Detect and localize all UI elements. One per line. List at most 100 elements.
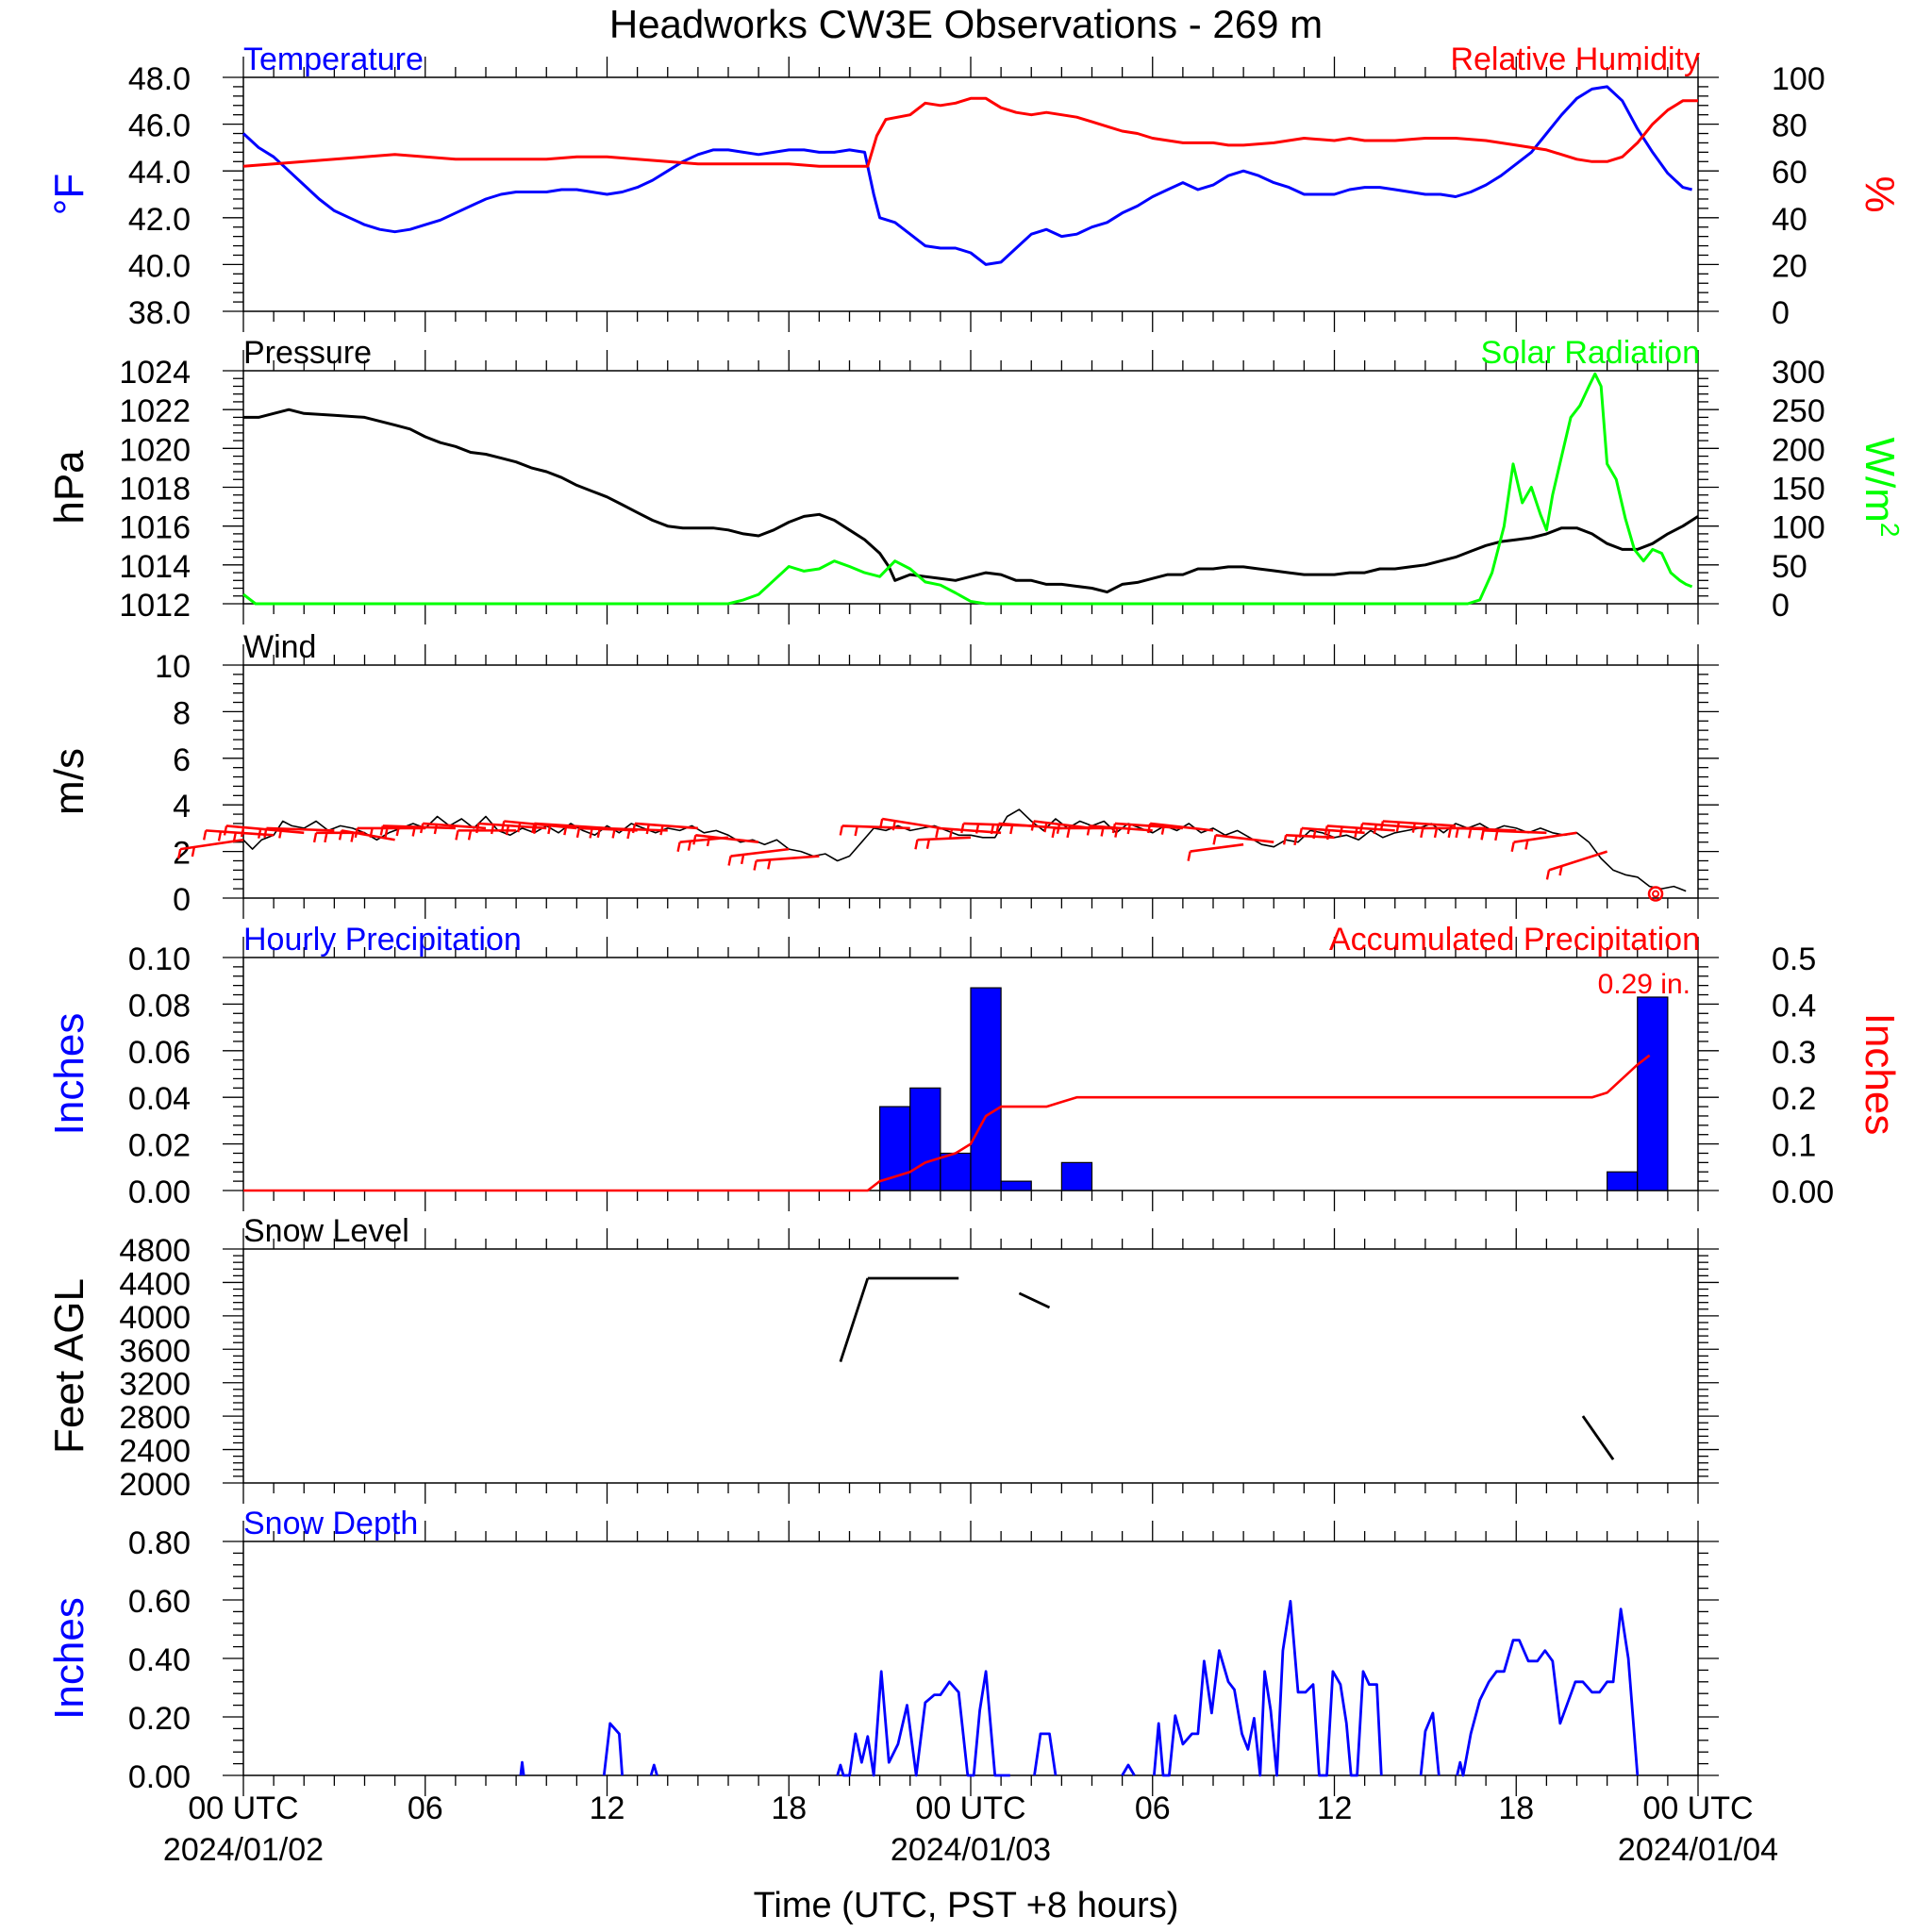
y-tick-label: 6	[173, 742, 191, 778]
y-tick-label: 1012	[119, 588, 191, 624]
wind-barb-flag	[1467, 828, 1473, 839]
precip-bar	[1607, 1171, 1639, 1191]
wind-barb-flag	[531, 823, 536, 834]
x-tick-label: 00 UTC	[1642, 1790, 1753, 1826]
y-tick-label: 1020	[119, 432, 191, 468]
y-tick-label: 8	[173, 695, 191, 731]
x-tick-label: 12	[590, 1790, 625, 1826]
series-line-black	[242, 808, 1687, 892]
wind-barb-flag	[1043, 822, 1048, 833]
wind-barb-flag	[631, 823, 637, 834]
y-tick-label: 0.20	[128, 1701, 191, 1737]
wind-barb-flag	[263, 827, 268, 839]
wind-barb-shaft	[534, 822, 608, 830]
wind-barb-shaft	[206, 829, 275, 837]
panel-title-left: Wind	[243, 629, 316, 665]
wind-barb-shaft	[1150, 822, 1214, 832]
y-tick-label-right: 80	[1772, 108, 1807, 144]
y-tick-label: 0.00	[128, 1174, 191, 1210]
precip-bar	[909, 1087, 941, 1191]
snow-depth-line	[602, 1722, 624, 1776]
accumulated-total-label: 0.29 in.	[1598, 969, 1690, 1000]
calm-wind-circle	[1647, 886, 1664, 902]
wind-barb-flag	[1339, 826, 1343, 837]
y-tick-label: 10	[155, 649, 191, 685]
wind-barb-flag	[1510, 841, 1515, 852]
snow-depth-line	[1456, 1607, 1640, 1777]
wind-barb-shaft	[1215, 834, 1274, 844]
wind-barb-flag	[1066, 827, 1071, 839]
snow-level-segment	[1581, 1415, 1615, 1461]
series-line-red	[242, 96, 1698, 168]
y-tick-label: 1022	[119, 393, 191, 429]
wind-barb-flag	[1086, 825, 1091, 836]
wind-barb-flag	[467, 830, 473, 841]
snow-level-segment	[1018, 1291, 1051, 1309]
calm-wind-circle-inner	[1652, 890, 1660, 898]
series-line-green	[242, 372, 1693, 606]
panel-title-right: Solar Radiation	[1481, 335, 1700, 371]
wind-barb-flag	[563, 824, 568, 836]
y-tick-label: 1018	[119, 472, 191, 508]
wind-barb-shaft	[1457, 826, 1517, 832]
wind-barb-shaft	[1286, 834, 1335, 840]
y-axis-label-right: Inches	[1857, 1013, 1903, 1136]
accumulated-precip-line	[243, 1054, 1651, 1192]
y-tick-label: 0.10	[128, 941, 191, 977]
y-tick-label-right: 200	[1772, 432, 1825, 468]
wind-barb-flag	[1293, 835, 1298, 846]
wind-barb-flag	[217, 831, 223, 841]
wind-barb-flag	[626, 828, 631, 840]
wind-barb-shaft	[695, 834, 759, 844]
wind-barb-flag	[420, 823, 425, 834]
y-tick-label: 1016	[119, 510, 191, 546]
wind-barb-flag	[1455, 827, 1459, 839]
wind-barb-shaft	[1513, 831, 1577, 844]
wind-barb-flag	[1009, 824, 1014, 835]
y-axis-label-left: °F	[46, 174, 92, 215]
snow-depth-line	[1033, 1732, 1058, 1776]
y-axis-label-left: Inches	[46, 1597, 92, 1720]
wind-barb-flag	[596, 827, 601, 839]
wind-barb-flag	[338, 830, 343, 841]
wind-barb-shaft	[917, 836, 972, 841]
y-tick-label: 4800	[119, 1233, 191, 1269]
wind-barb-flag	[854, 825, 858, 837]
y-tick-label: 0.00	[128, 1759, 191, 1795]
wind-barb-flag	[1282, 835, 1288, 845]
y-tick-label: 44.0	[128, 155, 191, 191]
wind-barb-flag	[223, 825, 228, 836]
y-tick-label: 0.40	[128, 1642, 191, 1678]
wind-barb-shaft	[730, 847, 790, 858]
x-tick-label: 00 UTC	[915, 1790, 1025, 1826]
panel-3: 0 2 4 6 8 10 Wind m/s	[46, 629, 1719, 919]
y-tick-label-right: 0	[1772, 295, 1790, 331]
wind-barb-flag	[379, 825, 384, 836]
y-tick-label-right: 0.5	[1772, 941, 1816, 977]
wind-barb-flag	[1160, 824, 1166, 835]
y-tick-label-right: 0.00	[1772, 1174, 1834, 1210]
wind-barb-shaft	[1089, 824, 1153, 832]
y-tick-label-right: 0.4	[1772, 988, 1816, 1024]
panels: 38.040.042.044.046.048.0020406080100Temp…	[46, 42, 1905, 1796]
y-tick-label: 0.06	[128, 1035, 191, 1071]
wind-barb-shaft	[1548, 850, 1608, 872]
wind-barb-flag	[1312, 828, 1317, 840]
wind-barb-flag	[767, 859, 772, 870]
wind-barb-flag	[517, 822, 522, 833]
wind-barb-flag	[533, 824, 538, 834]
wind-barb-flag	[240, 826, 245, 838]
wind-barb-flag	[1030, 821, 1035, 831]
y-tick-label-right: 0	[1772, 588, 1790, 624]
wind-barb-flag	[324, 832, 328, 843]
wind-barb-shaft	[382, 824, 456, 830]
snow-depth-line	[649, 1763, 658, 1776]
y-tick-label: 0.80	[128, 1525, 191, 1561]
y-tick-label: 1014	[119, 549, 191, 585]
wind-barb-flag	[960, 823, 965, 834]
x-tick-label: 06	[1135, 1790, 1171, 1826]
wind-barb-flag	[1187, 851, 1191, 861]
wind-barb-flag	[278, 828, 283, 839]
wind-barb-flag	[611, 828, 616, 839]
